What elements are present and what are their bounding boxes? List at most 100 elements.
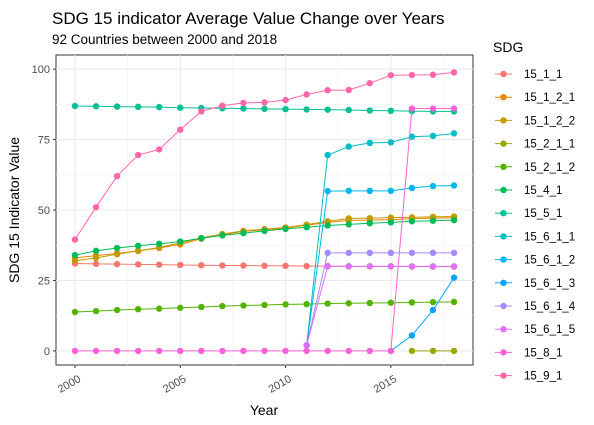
legend-item: 15_1_2_2 [495,115,575,127]
data-point [366,299,374,307]
legend-item: 15_1_2_1 [495,92,575,104]
data-point [198,108,205,115]
y-axis-title: SDG 15 Indicator Value [6,137,22,283]
series-line [306,265,455,346]
legend-key-point [500,140,507,147]
series-15_6_1_5 [303,263,458,349]
data-point [366,79,374,87]
data-point [219,347,226,355]
data-point [240,99,247,107]
data-point [366,187,374,195]
series-line [306,132,455,346]
data-point [408,184,416,192]
legend-label: 15_6_1_1 [524,231,575,243]
data-point [71,257,79,264]
legend-label: 15_8_1 [524,347,562,359]
data-point [240,229,247,237]
data-point [113,347,121,355]
data-point [450,69,458,76]
data-point [155,347,163,355]
data-point [366,214,374,222]
data-point [408,133,416,140]
legend-label: 15_1_1 [524,69,562,81]
legend-item: 15_6_1_5 [495,324,575,336]
chart-title: SDG 15 indicator Average Value Change ov… [52,9,445,28]
x-axis-title: Year [250,402,279,418]
data-point [177,347,184,355]
data-point [134,103,142,111]
legend-key-point [500,349,507,356]
data-point [450,274,458,281]
data-point [113,103,121,110]
x-tick-label: 2015 [372,373,399,396]
data-point [177,104,184,111]
data-point [92,247,100,255]
legend-key-point [500,256,507,263]
legend-label: 15_6_1_2 [524,255,575,267]
data-point [240,302,247,309]
data-point [219,232,226,239]
data-point [450,216,458,224]
data-point [198,303,205,311]
data-point [408,105,416,112]
legend-item: 15_6_1_3 [495,278,575,290]
y-tick-label: 0 [44,346,50,358]
data-point [134,347,142,355]
x-tick-label: 2005 [161,373,188,396]
data-point [92,260,100,268]
data-point [155,103,163,111]
data-point [324,187,331,195]
data-point [450,249,458,257]
data-point [282,225,289,233]
legend-key-point [500,233,507,240]
legend-label: 15_6_1_3 [524,278,575,290]
legend-label: 15_5_1 [524,208,562,220]
chart-subtitle: 92 Countries between 2000 and 2018 [52,32,277,47]
data-point [429,306,437,314]
legend-item: 15_8_1 [495,347,562,359]
data-point [387,347,395,355]
data-point [303,347,310,355]
data-point [324,106,331,113]
series-15_2_1_2 [71,298,458,316]
data-point [324,347,331,355]
data-point [198,347,205,355]
data-point [345,249,352,257]
data-point [261,99,268,106]
legend-label: 15_4_1 [524,185,562,197]
series-layer [71,69,458,355]
legend-label: 15_1_2_1 [524,92,575,104]
data-point [429,105,437,112]
data-point [387,214,395,221]
data-point [71,347,79,355]
data-point [450,105,458,112]
data-point [450,263,458,270]
series-15_2_1_1 [408,347,458,355]
y-tick-label: 75 [38,135,50,147]
series-15_4_1 [71,216,458,259]
data-point [387,107,395,115]
data-point [450,347,458,355]
data-point [113,244,121,252]
series-15_6_1_2 [303,182,458,349]
y-tick-label: 25 [38,275,50,287]
data-point [155,261,163,268]
data-point [429,347,437,355]
data-point [282,96,289,104]
series-15_9_1 [71,69,458,243]
data-point [240,347,247,355]
data-point [134,306,142,313]
data-point [113,306,121,314]
data-point [345,187,352,195]
data-point [71,236,79,243]
data-point [177,126,184,133]
legend-label: 15_1_2_2 [524,115,575,127]
legend-item: 15_6_1_4 [495,301,576,313]
legend-label: 15_9_1 [524,371,562,383]
data-point [429,298,437,306]
data-point [261,301,268,309]
data-point [71,308,79,316]
data-point [345,347,352,355]
data-point [92,307,100,315]
